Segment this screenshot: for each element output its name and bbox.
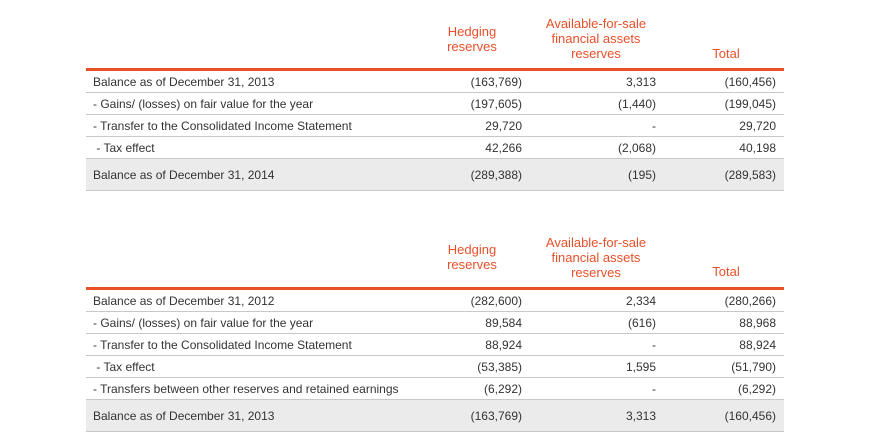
row-label: - Tax effect bbox=[93, 360, 155, 374]
hedging-value: 89,584 bbox=[485, 316, 522, 330]
hedging-header-line2: reserves bbox=[447, 257, 497, 272]
row-label: - Transfer to the Consolidated Income St… bbox=[93, 338, 352, 352]
total-value: (160,456) bbox=[724, 75, 776, 89]
total-header: Total bbox=[686, 264, 766, 279]
total-value: (160,456) bbox=[724, 409, 776, 423]
table-row: - Transfer to the Consolidated Income St… bbox=[86, 115, 784, 137]
afs-header-line3: reserves bbox=[571, 46, 621, 61]
header-rule bbox=[86, 68, 784, 71]
afs-value: (616) bbox=[627, 316, 656, 330]
total-value: 29,720 bbox=[739, 119, 776, 133]
hedging-header-line1: Hedging bbox=[447, 24, 497, 39]
table-row: - Tax effect (53,385) 1,595 (51,790) bbox=[86, 356, 784, 378]
total-header-line1: Total bbox=[712, 46, 740, 61]
hedging-value: (197,605) bbox=[470, 97, 522, 111]
header-rule bbox=[86, 287, 784, 290]
afs-header-line2: financial assets bbox=[551, 250, 641, 265]
afs-value: (2,068) bbox=[617, 141, 656, 155]
table-row: - Transfers between other reserves and r… bbox=[86, 378, 784, 400]
table-row: Balance as of December 31, 2012 (282,600… bbox=[86, 290, 784, 312]
afs-header: Available-for-sale financial assets rese… bbox=[526, 235, 666, 280]
row-label: - Gains/ (losses) on fair value for the … bbox=[93, 316, 314, 330]
total-value: 40,198 bbox=[739, 141, 776, 155]
row-label: Balance as of December 31, 2013 bbox=[93, 75, 275, 89]
table-row: - Gains/ (losses) on fair value for the … bbox=[86, 312, 784, 334]
reserves-table-2014: Hedging reserves Available-for-sale fina… bbox=[86, 14, 784, 194]
row-label: Balance as of December 31, 2013 bbox=[93, 409, 275, 423]
row-label: - Transfers between other reserves and r… bbox=[93, 382, 399, 396]
total-value: (51,790) bbox=[731, 360, 776, 374]
afs-value: 2,334 bbox=[625, 294, 656, 308]
hedging-value: (53,385) bbox=[477, 360, 522, 374]
total-value: 88,924 bbox=[739, 338, 776, 352]
hedging-header: Hedging reserves bbox=[431, 242, 513, 272]
hedging-value: 88,924 bbox=[485, 338, 522, 352]
table-row-balance: Balance as of December 31, 2014 (289,388… bbox=[86, 159, 784, 191]
afs-value: 3,313 bbox=[625, 409, 656, 423]
hedging-header-line2: reserves bbox=[447, 39, 497, 54]
afs-value: - bbox=[652, 119, 656, 133]
afs-value: (1,440) bbox=[617, 97, 656, 111]
afs-value: 3,313 bbox=[625, 75, 656, 89]
afs-value: 1,595 bbox=[625, 360, 656, 374]
total-header: Total bbox=[686, 46, 766, 61]
hedging-value: (6,292) bbox=[483, 382, 522, 396]
hedging-value: 42,266 bbox=[485, 141, 522, 155]
hedging-value: 29,720 bbox=[485, 119, 522, 133]
total-value: (280,266) bbox=[724, 294, 776, 308]
hedging-value: (163,769) bbox=[470, 409, 522, 423]
total-value: (199,045) bbox=[724, 97, 776, 111]
table-row: - Transfer to the Consolidated Income St… bbox=[86, 334, 784, 356]
row-label: - Transfer to the Consolidated Income St… bbox=[93, 119, 352, 133]
total-value: (289,583) bbox=[724, 168, 776, 182]
hedging-value: (282,600) bbox=[470, 294, 522, 308]
total-header-line1: Total bbox=[712, 264, 740, 279]
total-value: 88,968 bbox=[739, 316, 776, 330]
total-value: (6,292) bbox=[737, 382, 776, 396]
afs-value: (195) bbox=[627, 168, 656, 182]
row-label: - Gains/ (losses) on fair value for the … bbox=[93, 97, 314, 111]
row-label: Balance as of December 31, 2012 bbox=[93, 294, 275, 308]
afs-header: Available-for-sale financial assets rese… bbox=[526, 16, 666, 61]
table-row-balance: Balance as of December 31, 2013 (163,769… bbox=[86, 400, 784, 432]
hedging-value: (289,388) bbox=[470, 168, 522, 182]
table-row: Balance as of December 31, 2013 (163,769… bbox=[86, 71, 784, 93]
row-label: - Tax effect bbox=[93, 141, 155, 155]
hedging-value: (163,769) bbox=[470, 75, 522, 89]
afs-header-line1: Available-for-sale bbox=[545, 16, 647, 31]
row-label: Balance as of December 31, 2014 bbox=[93, 168, 275, 182]
table-row: - Gains/ (losses) on fair value for the … bbox=[86, 93, 784, 115]
afs-header-line2: financial assets bbox=[551, 31, 641, 46]
hedging-header-line1: Hedging bbox=[447, 242, 497, 257]
afs-value: - bbox=[652, 382, 656, 396]
table-row: - Tax effect 42,266 (2,068) 40,198 bbox=[86, 137, 784, 159]
afs-header-line3: reserves bbox=[571, 265, 621, 280]
afs-header-line1: Available-for-sale bbox=[545, 235, 647, 250]
afs-value: - bbox=[652, 338, 656, 352]
reserves-table-2013: Hedging reserves Available-for-sale fina… bbox=[86, 234, 784, 434]
hedging-header: Hedging reserves bbox=[431, 24, 513, 54]
